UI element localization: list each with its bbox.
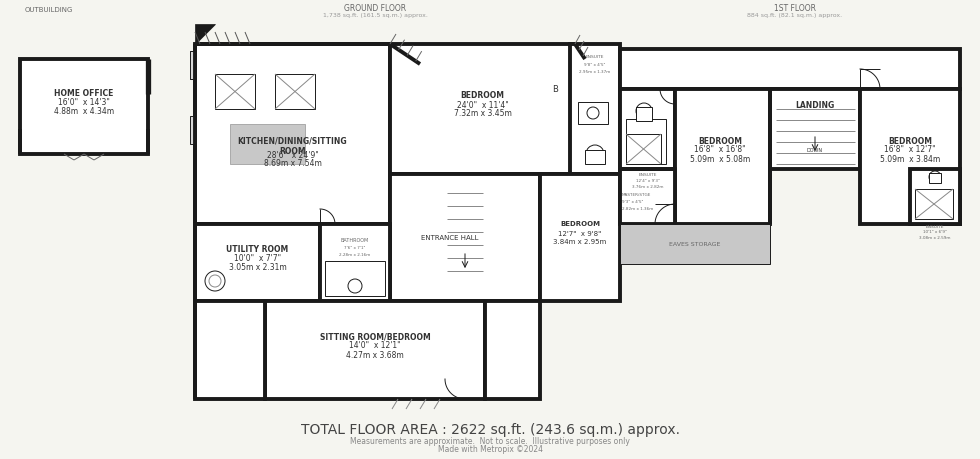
Text: Made with Metropix ©2024: Made with Metropix ©2024 xyxy=(437,444,543,453)
Text: 3.08m x 2.59m: 3.08m x 2.59m xyxy=(919,235,951,240)
Bar xyxy=(195,224,320,302)
Text: 5.09m  x 3.84m: 5.09m x 3.84m xyxy=(880,154,940,163)
Text: 9'3" x 4'5": 9'3" x 4'5" xyxy=(622,200,644,203)
Bar xyxy=(320,224,390,302)
Bar xyxy=(915,190,953,219)
Bar xyxy=(626,134,661,165)
Text: 12'7"  x 9'8": 12'7" x 9'8" xyxy=(559,230,602,236)
Text: TOTAL FLOOR AREA : 2622 sq.ft. (243.6 sq.m.) approx.: TOTAL FLOOR AREA : 2622 sq.ft. (243.6 sq… xyxy=(301,422,679,436)
Bar xyxy=(325,262,385,297)
Text: 4.88m  x 4.34m: 4.88m x 4.34m xyxy=(54,107,114,116)
Text: 10'0"  x 7'7": 10'0" x 7'7" xyxy=(234,253,281,263)
Bar xyxy=(485,302,540,399)
Bar xyxy=(675,90,770,224)
Text: HOME OFFICE: HOME OFFICE xyxy=(54,89,114,98)
Text: 3.84m x 2.95m: 3.84m x 2.95m xyxy=(554,239,607,245)
Bar xyxy=(540,174,620,302)
Text: 9'8" x 4'5": 9'8" x 4'5" xyxy=(584,63,606,67)
Text: EAVES STORAGE: EAVES STORAGE xyxy=(669,242,720,247)
Bar xyxy=(215,75,255,110)
Text: 884 sq.ft. (82.1 sq.m.) approx.: 884 sq.ft. (82.1 sq.m.) approx. xyxy=(748,12,843,17)
Circle shape xyxy=(348,280,362,293)
Text: 2.95m x 1.37m: 2.95m x 1.37m xyxy=(579,70,611,74)
Circle shape xyxy=(209,275,221,287)
Bar xyxy=(390,45,575,174)
Text: 2.82m x 1.36m: 2.82m x 1.36m xyxy=(622,207,654,211)
Text: 1ST FLOOR: 1ST FLOOR xyxy=(774,4,816,12)
Bar xyxy=(929,174,941,184)
Text: BEDROOM: BEDROOM xyxy=(560,221,600,227)
Bar xyxy=(195,302,265,399)
Text: 7'6" x 7'1": 7'6" x 7'1" xyxy=(344,246,366,249)
Bar xyxy=(570,45,620,174)
Text: BEDROOM: BEDROOM xyxy=(888,136,932,145)
Text: B: B xyxy=(552,85,558,94)
Text: 5.09m  x 5.08m: 5.09m x 5.08m xyxy=(690,154,750,163)
Text: 1,738 sq.ft. (161.5 sq.m.) approx.: 1,738 sq.ft. (161.5 sq.m.) approx. xyxy=(322,12,427,17)
Bar xyxy=(578,103,608,125)
Polygon shape xyxy=(195,25,215,45)
Bar xyxy=(626,120,666,165)
Bar xyxy=(195,45,390,224)
Text: BATHROOM: BATHROOM xyxy=(341,237,369,242)
Bar xyxy=(620,90,675,170)
Text: 3.05m x 2.31m: 3.05m x 2.31m xyxy=(228,263,286,271)
Text: MASTER/STGE: MASTER/STGE xyxy=(622,193,652,196)
Text: SITTING ROOM/BEDROOM: SITTING ROOM/BEDROOM xyxy=(319,332,430,341)
Text: 3.76m x 2.82m: 3.76m x 2.82m xyxy=(632,185,663,189)
Text: 16'8"  x 12'7": 16'8" x 12'7" xyxy=(884,145,936,154)
Bar xyxy=(860,90,960,224)
Bar xyxy=(390,174,540,302)
Text: 4.27m x 3.68m: 4.27m x 3.68m xyxy=(346,350,404,359)
Bar xyxy=(265,302,485,399)
Text: 28'6"  x 24'9": 28'6" x 24'9" xyxy=(267,150,318,159)
Bar xyxy=(770,90,860,170)
Text: 14'0"  x 12'1": 14'0" x 12'1" xyxy=(349,341,401,350)
Text: GROUND FLOOR: GROUND FLOOR xyxy=(344,4,406,12)
Text: 7.32m x 3.45m: 7.32m x 3.45m xyxy=(454,109,512,118)
Circle shape xyxy=(205,271,225,291)
Circle shape xyxy=(636,104,652,120)
Text: BEDROOM: BEDROOM xyxy=(698,136,742,145)
Bar xyxy=(910,170,960,224)
Text: ENSUITE: ENSUITE xyxy=(926,224,945,229)
Circle shape xyxy=(586,146,604,164)
Text: 10'1" x 6'9": 10'1" x 6'9" xyxy=(923,230,947,234)
Text: KITCHEN/DINING/SITTING
ROOM: KITCHEN/DINING/SITTING ROOM xyxy=(238,136,347,155)
Bar xyxy=(636,108,652,122)
Text: BEDROOM: BEDROOM xyxy=(461,91,505,100)
Bar xyxy=(275,75,315,110)
Bar xyxy=(190,52,195,80)
Bar xyxy=(20,60,148,155)
Bar xyxy=(190,117,195,145)
Bar xyxy=(620,224,770,264)
Bar xyxy=(620,170,675,224)
Text: 24'0"  x 11'4": 24'0" x 11'4" xyxy=(457,100,509,109)
Text: OUTBUILDING: OUTBUILDING xyxy=(25,7,74,13)
Text: 8.69m x 7.54m: 8.69m x 7.54m xyxy=(264,159,321,168)
Bar xyxy=(620,50,960,90)
Bar xyxy=(585,151,605,165)
Text: 16'0"  x 14'3": 16'0" x 14'3" xyxy=(58,98,110,107)
Text: 16'8"  x 16'8": 16'8" x 16'8" xyxy=(694,145,746,154)
Text: Measurements are approximate.  Not to scale.  Illustrative purposes only: Measurements are approximate. Not to sca… xyxy=(350,437,630,446)
Text: DOWN: DOWN xyxy=(807,147,823,152)
Circle shape xyxy=(587,108,599,120)
Text: UTILITY ROOM: UTILITY ROOM xyxy=(226,245,289,253)
Bar xyxy=(230,125,305,165)
Text: ENTRANCE HALL: ENTRANCE HALL xyxy=(421,235,479,241)
Text: 12'4" x 9'3": 12'4" x 9'3" xyxy=(636,179,660,183)
Text: LANDING: LANDING xyxy=(796,100,835,109)
Text: ENSUITE: ENSUITE xyxy=(639,173,658,177)
Text: ENSUITE: ENSUITE xyxy=(586,55,605,59)
Text: 2.28m x 2.16m: 2.28m x 2.16m xyxy=(339,252,370,257)
Circle shape xyxy=(929,172,941,184)
